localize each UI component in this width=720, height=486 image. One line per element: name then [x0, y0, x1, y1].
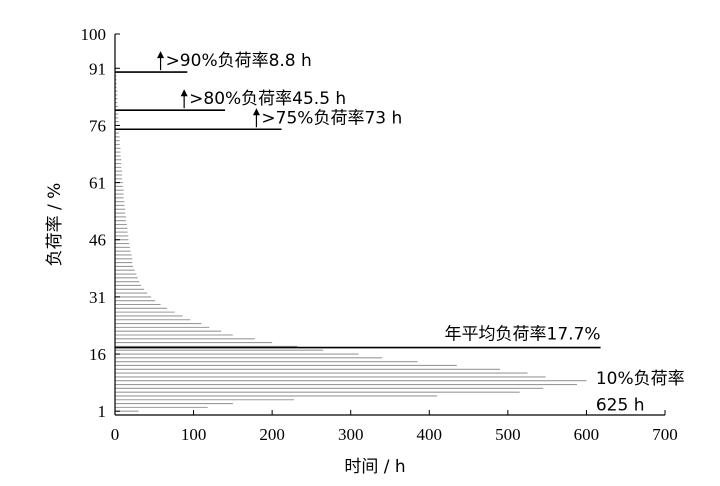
- y-tick-label-100: 100: [81, 25, 107, 44]
- x-tick-label-300: 300: [338, 425, 364, 444]
- above-75-label: >75%负荷率73 h: [261, 108, 402, 128]
- ten-percent-label: 10%负荷率: [596, 369, 685, 389]
- x-axis-title: 时间 / h: [344, 457, 405, 477]
- y-tick-label-91: 91: [89, 59, 106, 78]
- year-average-label: 年平均负荷率17.7%: [445, 325, 601, 345]
- y-axis-title: 负荷率 / %: [45, 183, 65, 267]
- x-tick-label-200: 200: [259, 425, 285, 444]
- x-tick-label-400: 400: [417, 425, 443, 444]
- above-80-arrowhead: [180, 89, 188, 97]
- annotations: 10%负荷率 625 h: [596, 369, 685, 416]
- x-ticks: 0 100 200 300 400 500 600 700: [111, 410, 678, 444]
- y-ticks: 1 16 31 46 61 76 91 100: [81, 25, 120, 421]
- x-tick-label-500: 500: [495, 425, 521, 444]
- y-tick-label-1: 1: [98, 402, 107, 421]
- x-tick-label-700: 700: [652, 425, 678, 444]
- x-tick-label-600: 600: [574, 425, 600, 444]
- y-tick-label-16: 16: [89, 345, 106, 364]
- above-75-arrowhead: [252, 108, 260, 116]
- above-90-arrowhead: [157, 51, 165, 59]
- above-90-label: >90%负荷率8.8 h: [166, 51, 312, 71]
- y-tick-label-46: 46: [89, 231, 106, 250]
- ten-percent-hours-label: 625 h: [596, 396, 645, 416]
- threshold-markers: 年平均负荷率17.7% >75%负荷率73 h>80%负荷率45.5 h >90%负…: [115, 51, 601, 349]
- x-tick-label-0: 0: [111, 425, 120, 444]
- y-tick-label-76: 76: [89, 116, 106, 135]
- y-tick-label-61: 61: [89, 174, 106, 193]
- above-80-label: >80%负荷率45.5 h: [189, 89, 346, 109]
- x-tick-label-100: 100: [181, 425, 207, 444]
- bar-series: [115, 63, 587, 412]
- y-tick-label-31: 31: [89, 288, 106, 307]
